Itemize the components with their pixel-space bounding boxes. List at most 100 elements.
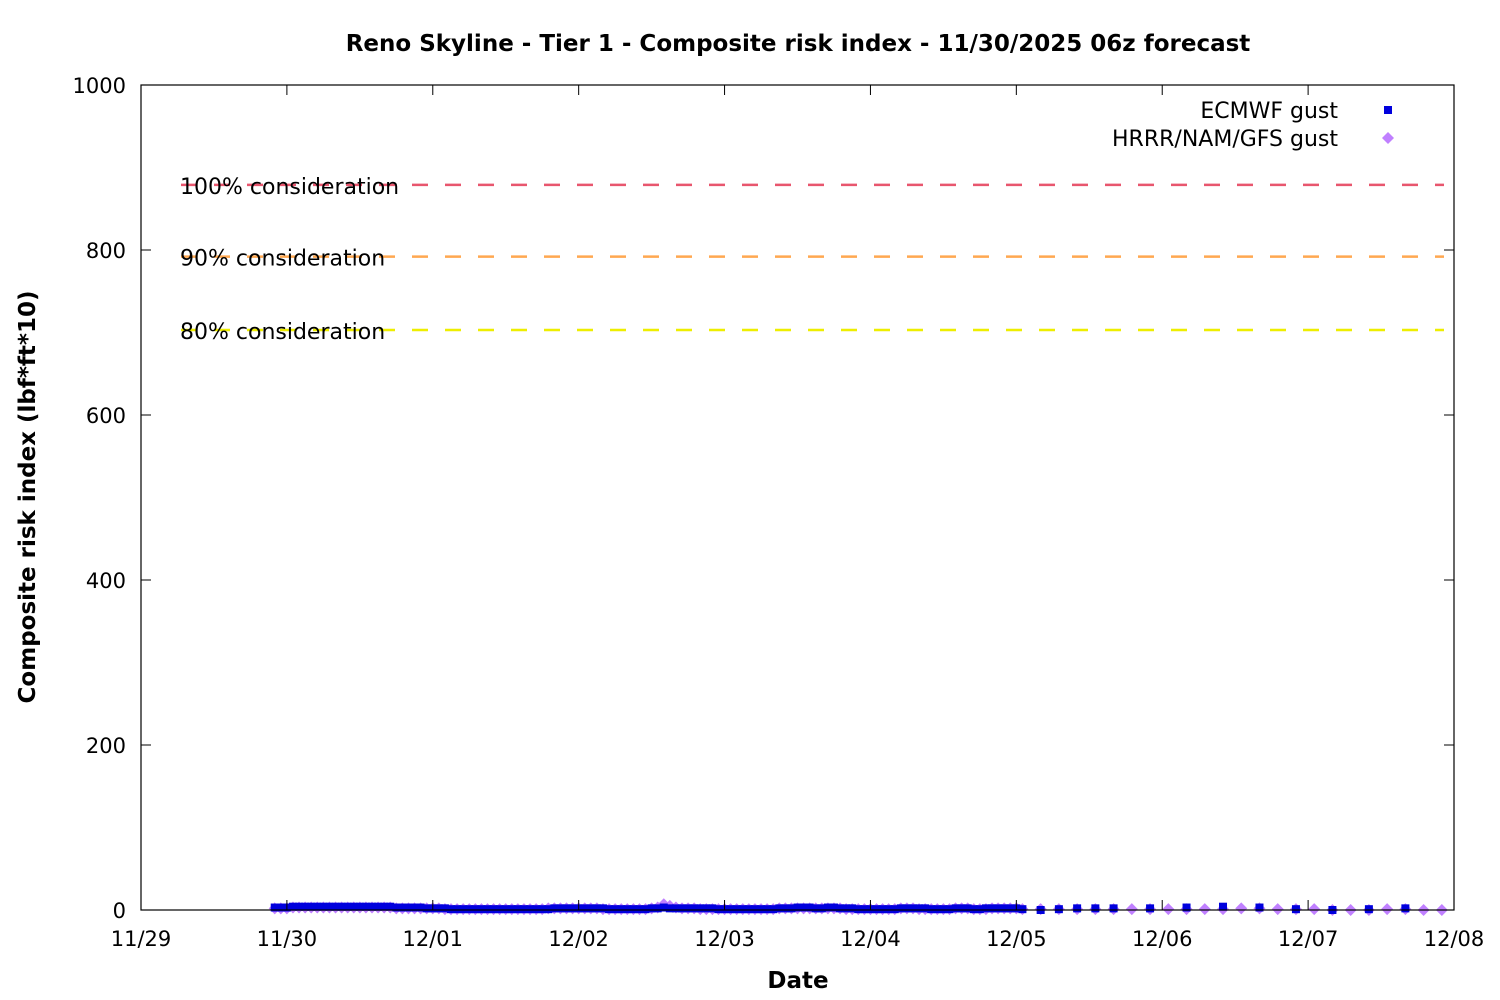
ecmwf-point <box>836 904 845 913</box>
x-tick-label: 12/04 <box>840 927 901 951</box>
ecmwf-point <box>981 904 990 913</box>
ecmwf-point <box>769 905 778 914</box>
x-tick-label: 12/05 <box>986 927 1047 951</box>
ecmwf-point <box>908 904 917 913</box>
ecmwf-point <box>702 904 711 913</box>
ecmwf-point <box>544 905 553 914</box>
ecmwf-point <box>829 903 838 912</box>
ecmwf-point <box>860 905 869 914</box>
ecmwf-point <box>1219 902 1228 911</box>
hrrr-point <box>1381 903 1394 916</box>
y-tick-label: 400 <box>86 569 126 593</box>
ecmwf-point <box>641 905 650 914</box>
ecmwf-point <box>532 905 541 914</box>
ecmwf-point <box>738 905 747 914</box>
ecmwf-point <box>605 905 614 914</box>
x-tick-label: 12/03 <box>694 927 755 951</box>
y-tick-label: 800 <box>86 239 126 263</box>
ecmwf-point <box>592 904 601 913</box>
x-tick-label: 12/01 <box>403 927 464 951</box>
x-axis-label: Date <box>767 968 828 994</box>
ecmwf-point <box>933 905 942 914</box>
legend-label: ECMWF gust <box>1200 99 1338 124</box>
ecmwf-point <box>629 905 638 914</box>
ecmwf-point <box>325 902 334 911</box>
ecmwf-point <box>471 905 480 914</box>
ecmwf-point <box>1182 903 1191 912</box>
ecmwf-point <box>1073 904 1082 913</box>
ecmwf-point <box>793 903 802 912</box>
chart-title: Reno Skyline - Tier 1 - Composite risk i… <box>346 31 1251 57</box>
legend-marker <box>1382 132 1394 144</box>
ecmwf-point <box>288 902 297 911</box>
ecmwf-point <box>854 905 863 914</box>
ecmwf-point <box>945 905 954 914</box>
ecmwf-point <box>678 904 687 913</box>
ecmwf-point <box>969 905 978 914</box>
ecmwf-point <box>556 904 565 913</box>
ecmwf-point <box>331 902 340 911</box>
ecmwf-point <box>878 905 887 914</box>
ecmwf-point <box>374 902 383 911</box>
ecmwf-point <box>501 905 510 914</box>
ecmwf-point <box>623 905 632 914</box>
ecmwf-point <box>598 904 607 913</box>
ecmwf-point <box>586 904 595 913</box>
y-tick-label: 600 <box>86 404 126 428</box>
ecmwf-point <box>416 903 425 912</box>
ecmwf-point <box>842 904 851 913</box>
ecmwf-point <box>647 904 656 913</box>
ecmwf-point <box>902 904 911 913</box>
ecmwf-point <box>884 905 893 914</box>
ecmwf-point <box>495 905 504 914</box>
ecmwf-point <box>1364 905 1373 914</box>
ecmwf-point <box>465 905 474 914</box>
ecmwf-point <box>580 904 589 913</box>
ecmwf-point <box>367 902 376 911</box>
ecmwf-point <box>1091 904 1100 913</box>
ecmwf-point <box>714 905 723 914</box>
hrrr-point <box>1198 903 1211 916</box>
ecmwf-point <box>921 904 930 913</box>
ecmwf-point <box>690 904 699 913</box>
threshold-label: 90% consideration <box>180 247 385 272</box>
y-tick-label: 200 <box>86 734 126 758</box>
ecmwf-point <box>939 905 948 914</box>
ecmwf-point <box>775 904 784 913</box>
ecmwf-point <box>732 905 741 914</box>
ecmwf-point <box>440 904 449 913</box>
ecmwf-point <box>635 905 644 914</box>
ecmwf-point <box>410 903 419 912</box>
y-tick-label: 0 <box>113 899 126 923</box>
ecmwf-point <box>659 903 668 912</box>
ecmwf-point <box>459 905 468 914</box>
ecmwf-point <box>295 902 304 911</box>
x-tick-label: 12/07 <box>1278 927 1339 951</box>
ecmwf-point <box>1006 904 1015 913</box>
ecmwf-point <box>1401 904 1410 913</box>
ecmwf-point <box>763 905 772 914</box>
legend-label: HRRR/NAM/GFS gust <box>1112 127 1338 152</box>
ecmwf-point <box>927 905 936 914</box>
ecmwf-point <box>313 902 322 911</box>
ecmwf-point <box>1291 905 1300 914</box>
ecmwf-point <box>276 903 285 912</box>
ecmwf-point <box>988 904 997 913</box>
ecmwf-point <box>270 903 279 912</box>
ecmwf-point <box>799 903 808 912</box>
ecmwf-point <box>422 904 431 913</box>
ecmwf-point <box>951 904 960 913</box>
ecmwf-point <box>349 902 358 911</box>
ecmwf-point <box>483 905 492 914</box>
hrrr-point <box>1125 903 1138 916</box>
ecmwf-point <box>361 902 370 911</box>
ecmwf-point <box>526 905 535 914</box>
ecmwf-point <box>896 904 905 913</box>
ecmwf-point <box>1255 903 1264 912</box>
ecmwf-point <box>1000 904 1009 913</box>
ecmwf-point <box>975 905 984 914</box>
ecmwf-point <box>319 902 328 911</box>
ecmwf-point <box>434 904 443 913</box>
ecmwf-point <box>823 903 832 912</box>
